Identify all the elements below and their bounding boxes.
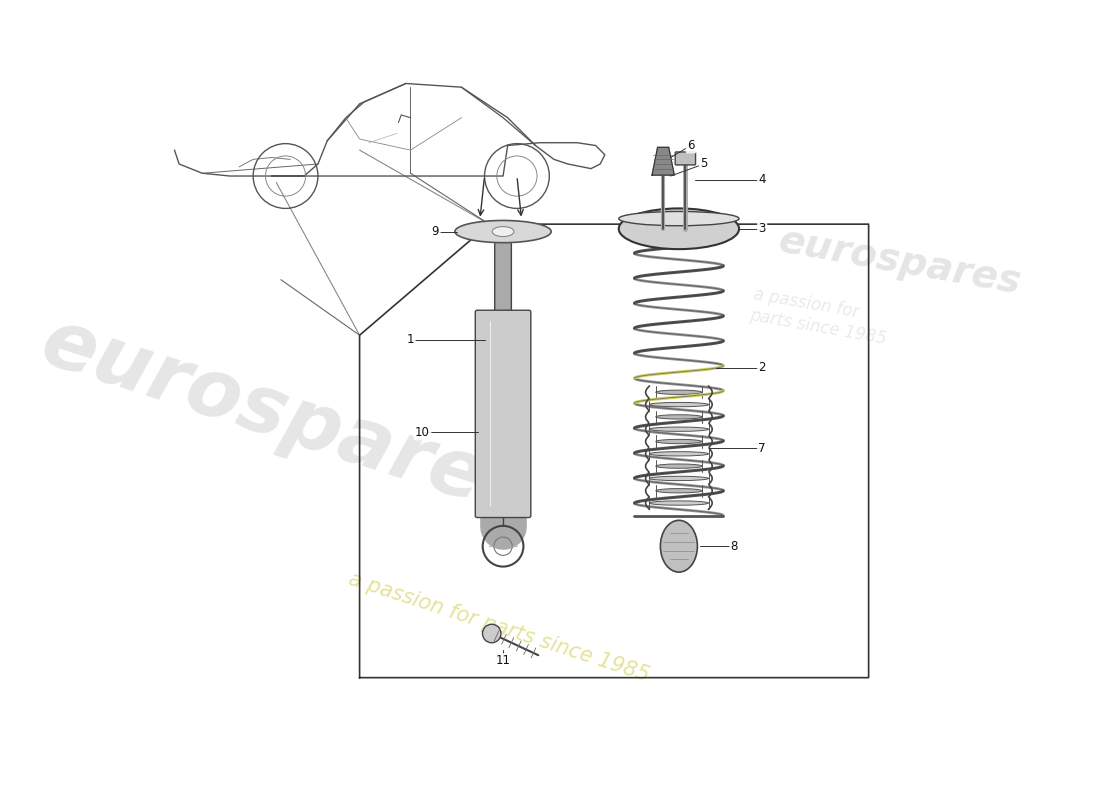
Text: 4: 4 bbox=[758, 174, 766, 186]
Text: 6: 6 bbox=[688, 139, 695, 152]
Text: 2: 2 bbox=[758, 361, 766, 374]
Ellipse shape bbox=[660, 520, 697, 572]
Text: 9: 9 bbox=[431, 225, 439, 238]
Ellipse shape bbox=[656, 439, 702, 444]
FancyBboxPatch shape bbox=[495, 240, 512, 313]
FancyBboxPatch shape bbox=[475, 310, 531, 518]
Text: 8: 8 bbox=[730, 540, 738, 553]
Ellipse shape bbox=[618, 209, 739, 249]
Text: eurospares: eurospares bbox=[777, 221, 1025, 302]
Ellipse shape bbox=[492, 226, 514, 237]
Ellipse shape bbox=[656, 414, 702, 419]
Text: a passion for parts since 1985: a passion for parts since 1985 bbox=[345, 569, 651, 685]
Ellipse shape bbox=[656, 464, 702, 468]
Text: 5: 5 bbox=[701, 158, 707, 170]
Ellipse shape bbox=[656, 489, 702, 493]
Ellipse shape bbox=[649, 452, 708, 456]
Text: 3: 3 bbox=[759, 222, 766, 235]
Text: a passion for
parts since 1985: a passion for parts since 1985 bbox=[748, 286, 892, 348]
Polygon shape bbox=[652, 147, 674, 175]
Ellipse shape bbox=[649, 501, 708, 506]
Ellipse shape bbox=[618, 211, 739, 226]
Ellipse shape bbox=[656, 390, 702, 394]
Text: eurospares: eurospares bbox=[32, 302, 540, 534]
Ellipse shape bbox=[649, 476, 708, 481]
Circle shape bbox=[483, 624, 500, 642]
Text: 7: 7 bbox=[758, 442, 766, 454]
Ellipse shape bbox=[649, 402, 708, 406]
Ellipse shape bbox=[455, 221, 551, 242]
Ellipse shape bbox=[649, 427, 708, 431]
FancyBboxPatch shape bbox=[675, 152, 695, 165]
Text: 10: 10 bbox=[415, 426, 430, 439]
Text: 1: 1 bbox=[407, 334, 415, 346]
Text: 11: 11 bbox=[495, 654, 510, 667]
